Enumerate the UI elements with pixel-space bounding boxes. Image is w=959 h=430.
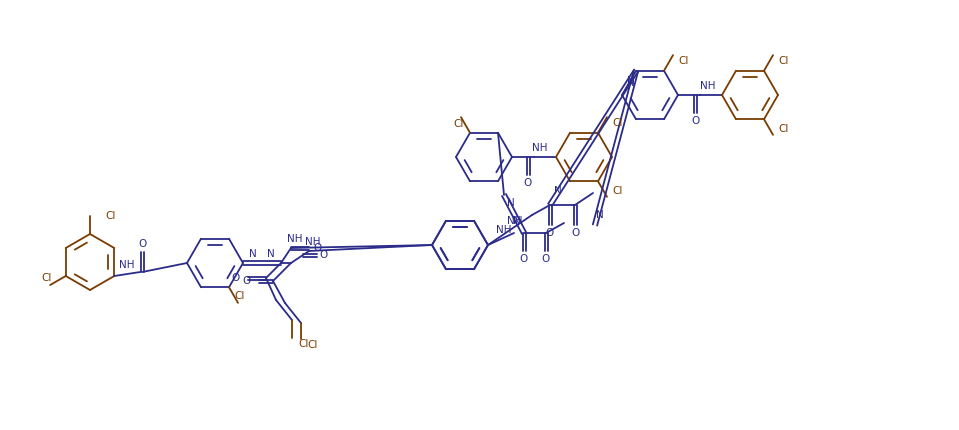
Text: Cl: Cl <box>454 119 464 129</box>
Text: N: N <box>507 198 515 208</box>
Text: Cl: Cl <box>678 56 689 66</box>
Text: NH: NH <box>120 260 135 270</box>
Text: O: O <box>546 228 554 238</box>
Text: O: O <box>571 228 579 238</box>
Text: NH: NH <box>507 216 523 226</box>
Text: N: N <box>627 78 635 88</box>
Text: Cl: Cl <box>235 291 246 301</box>
Text: O: O <box>520 254 528 264</box>
Text: O: O <box>690 116 699 126</box>
Text: Cl: Cl <box>105 211 115 221</box>
Text: O: O <box>542 254 550 264</box>
Text: O: O <box>313 243 321 253</box>
Text: Cl: Cl <box>299 339 309 349</box>
Text: O: O <box>319 250 327 260</box>
Text: Cl: Cl <box>308 340 318 350</box>
Text: O: O <box>243 276 251 286</box>
Text: N: N <box>596 210 604 220</box>
Text: N: N <box>627 76 635 86</box>
Text: O: O <box>232 273 240 283</box>
Text: NH: NH <box>288 234 303 244</box>
Text: N: N <box>513 216 521 226</box>
Text: NH: NH <box>532 143 548 153</box>
Text: O: O <box>138 239 147 249</box>
Text: Cl: Cl <box>778 56 788 66</box>
Text: Cl: Cl <box>41 273 52 283</box>
Text: Cl: Cl <box>612 186 622 196</box>
Text: Cl: Cl <box>612 118 622 128</box>
Text: O: O <box>524 178 532 188</box>
Text: N: N <box>554 186 562 196</box>
Text: N: N <box>249 249 257 259</box>
Text: NH: NH <box>305 237 320 247</box>
Text: NH: NH <box>700 81 715 91</box>
Text: Cl: Cl <box>778 124 788 134</box>
Text: NH: NH <box>496 225 512 235</box>
Text: N: N <box>268 249 275 259</box>
